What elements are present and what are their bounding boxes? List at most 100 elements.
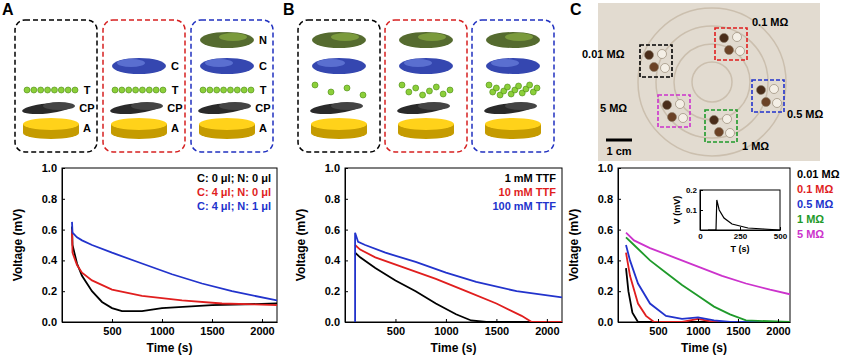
tick: 0.4: [325, 254, 348, 266]
mediator-dot: [248, 87, 254, 93]
tick-label: 1000: [686, 325, 710, 337]
n-layer: [219, 33, 247, 41]
tick-mark: [618, 322, 621, 323]
inset-background: [700, 190, 780, 230]
photo-ring: [692, 62, 732, 102]
mediator-dot: [406, 89, 412, 95]
layer-label: T: [260, 84, 267, 96]
tick: 1500: [726, 319, 750, 337]
mediator-dot: [65, 87, 71, 93]
mediator-dot: [221, 87, 227, 93]
tick: 1.0: [42, 162, 65, 174]
electrode-dot: [715, 128, 724, 137]
legend-entry: 0.5 MΩ: [797, 198, 834, 210]
tick: 0.6: [42, 224, 65, 236]
mediator-dot: [413, 85, 419, 91]
legend-entry: 5 MΩ: [797, 228, 824, 240]
mediator-dot: [38, 87, 44, 93]
tick-mark: [547, 319, 548, 322]
electrode-dot: [658, 50, 667, 59]
electrode-dot: [676, 100, 685, 109]
scale-bar-label: 1 cm: [606, 145, 631, 157]
y-axis-title: Voltage (mV): [294, 209, 308, 281]
layer-label: N: [259, 34, 267, 46]
mediator-dot: [447, 87, 453, 93]
electrode-top: [485, 118, 541, 130]
stack-box: [15, 20, 97, 152]
plot-frame: [62, 168, 277, 322]
mediator-dot: [328, 89, 334, 95]
cp-layer: [43, 102, 75, 110]
mediator-dot: [153, 87, 159, 93]
electrode-top: [199, 118, 255, 130]
tick-label: 0.2: [325, 285, 340, 297]
tick-label: 0.6: [42, 224, 57, 236]
plot-area: [355, 233, 562, 322]
cp-layer: [131, 102, 163, 110]
mediator-dot: [126, 87, 132, 93]
photo: [598, 3, 820, 161]
mediator-dot: [440, 91, 446, 97]
tick-label: 1500: [726, 325, 750, 337]
electrode-top: [111, 118, 167, 130]
mediator-dot: [227, 87, 233, 93]
mediator-dot: [360, 92, 366, 98]
electrode-square: [715, 28, 747, 60]
tick-mark: [345, 230, 348, 231]
axis-line: [619, 322, 791, 323]
series-line: [355, 233, 562, 322]
electrode-dot: [650, 63, 659, 72]
tick: 1500: [200, 319, 224, 337]
tick: 0.8: [325, 193, 348, 205]
layer-label: C: [259, 60, 267, 72]
cp-layer: [505, 102, 537, 110]
electrode-top: [398, 118, 454, 130]
tick: 0.2: [42, 285, 65, 297]
tick: 1000: [150, 319, 174, 337]
mediator-dot: [58, 87, 64, 93]
series-line: [626, 253, 790, 322]
figure: ABCTCPACTCPANCTCPA0.01 MΩ0.1 MΩ0.5 MΩ1 M…: [0, 0, 850, 358]
layer-label: A: [83, 122, 91, 134]
y-axis: 0.00.20.40.60.81.0: [42, 162, 65, 328]
tick-mark: [740, 227, 741, 230]
mediator-dot: [344, 85, 350, 91]
tick: 0.0: [598, 316, 621, 328]
panel-letter: A: [2, 1, 14, 18]
tick: 2000: [766, 319, 790, 337]
electrode-dot: [773, 99, 782, 108]
series-line: [626, 268, 790, 322]
n-layer: [418, 33, 446, 41]
tick-mark: [658, 319, 659, 322]
tick: 1500: [485, 319, 509, 337]
c-layer: [200, 58, 254, 74]
layer-label: T: [84, 84, 91, 96]
mediator-dot: [146, 87, 152, 93]
mediator-dot: [45, 87, 51, 93]
tick-label: 500: [103, 325, 121, 337]
tick: 500: [774, 227, 788, 241]
tick-label: 0.6: [325, 224, 340, 236]
n-layer: [312, 32, 366, 48]
x-axis: 500100015002000: [346, 319, 563, 337]
axis-line: [63, 322, 278, 323]
tick-label: 250: [734, 232, 748, 241]
tick-mark: [62, 230, 65, 231]
tick: 0.6: [598, 224, 621, 236]
c-layer: [399, 58, 453, 74]
electrode-dot: [736, 47, 745, 56]
series-line: [355, 245, 562, 322]
plot-frame: [618, 168, 790, 322]
layer-label: A: [259, 122, 267, 134]
photo-label: 0.5 MΩ: [787, 108, 824, 120]
tick-label: 0.4: [42, 254, 58, 266]
tick: 0.2: [686, 186, 703, 195]
tick: 2000: [535, 319, 559, 337]
legend-entry: 0.1 MΩ: [797, 183, 834, 195]
tick-label: 0.4: [325, 254, 341, 266]
tick: 0.8: [42, 193, 65, 205]
electrode-square: [752, 80, 784, 112]
tick-mark: [618, 260, 621, 261]
tick-mark: [618, 199, 621, 200]
tick: 0.1: [686, 206, 703, 215]
